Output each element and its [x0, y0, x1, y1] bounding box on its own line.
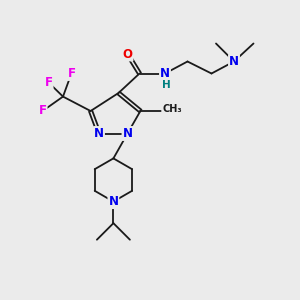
Text: CH₃: CH₃ [162, 103, 182, 114]
Text: N: N [122, 127, 133, 140]
Text: N: N [160, 67, 170, 80]
Text: N: N [108, 195, 118, 208]
Text: F: F [39, 104, 46, 118]
Text: O: O [122, 47, 133, 61]
Text: H: H [162, 80, 171, 90]
Text: F: F [45, 76, 52, 89]
Text: N: N [229, 55, 239, 68]
Text: N: N [94, 127, 104, 140]
Text: F: F [68, 67, 75, 80]
